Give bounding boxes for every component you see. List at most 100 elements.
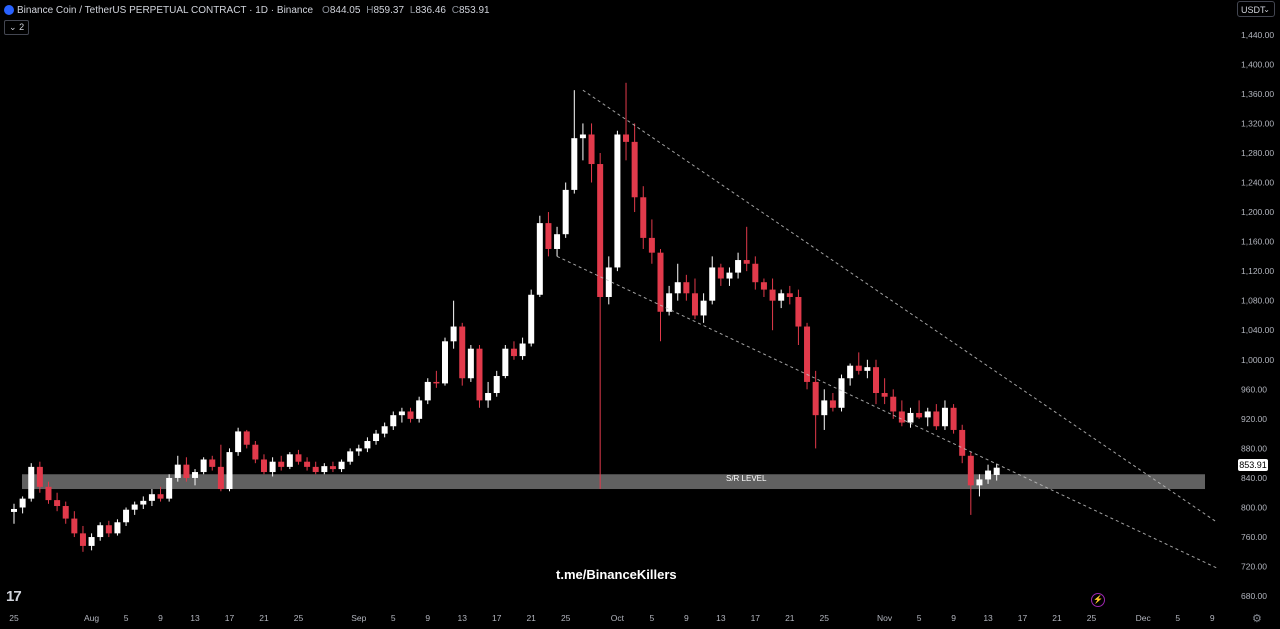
- time-tick-label: 5: [917, 613, 922, 623]
- candle-body: [614, 134, 621, 268]
- sr-level-label: S/R LEVEL: [726, 474, 767, 483]
- time-tick-label: 21: [526, 613, 536, 623]
- candle-body: [416, 400, 423, 419]
- time-tick-label: 9: [951, 613, 956, 623]
- last-price-tag: 853.91: [1238, 459, 1268, 471]
- candle-body: [873, 367, 879, 394]
- candle-body: [838, 378, 845, 408]
- candle-body: [502, 348, 509, 377]
- time-tick-label: 25: [294, 613, 304, 623]
- price-tick-label: 800.00: [1241, 503, 1267, 513]
- candle-body: [571, 138, 578, 190]
- time-tick-label: 13: [190, 613, 200, 623]
- candle-body: [243, 431, 250, 445]
- currency-select[interactable]: USDT ⌄: [1237, 1, 1275, 17]
- binance-coin-icon: [4, 5, 14, 15]
- time-tick-label: 13: [716, 613, 726, 623]
- price-tick-label: 1,240.00: [1241, 178, 1274, 188]
- candle-body: [855, 365, 862, 371]
- time-tick-label: 17: [1018, 613, 1028, 623]
- candle-body: [312, 466, 319, 473]
- candle-body: [562, 189, 569, 235]
- candle-body: [467, 348, 474, 379]
- price-axis: 680.00 720.00 760.00 800.00 840.00 880.00 920.…: [1241, 30, 1274, 601]
- candle-body: [278, 461, 285, 467]
- price-tick-label: 680.00: [1241, 591, 1267, 601]
- candle-body: [916, 412, 923, 418]
- candle-body: [898, 411, 905, 423]
- indicator-toggle-button[interactable]: ⌄ 2: [4, 20, 30, 35]
- candle-body: [45, 486, 52, 501]
- candle-body: [459, 326, 466, 379]
- symbol-title[interactable]: Binance Coin / TetherUS PERPETUAL CONTRA…: [17, 4, 314, 16]
- time-tick-label: 5: [391, 613, 396, 623]
- time-tick-label: 17: [751, 613, 761, 623]
- candle-body: [778, 293, 785, 301]
- candle-body: [338, 461, 345, 470]
- time-tick-label: 25: [9, 613, 19, 623]
- time-tick-label: 13: [983, 613, 993, 623]
- time-tick-label: Sep: [351, 613, 366, 623]
- candle-body: [235, 431, 242, 453]
- candle-body: [666, 293, 673, 312]
- time-tick-label: Oct: [611, 613, 625, 623]
- candle-body: [166, 477, 173, 499]
- candles: [11, 82, 1000, 552]
- price-tick-label: 1,440.00: [1241, 30, 1274, 40]
- candle-body: [683, 282, 690, 294]
- candle-body: [260, 459, 267, 473]
- candle-body: [148, 494, 155, 501]
- candle-body: [157, 494, 164, 499]
- candle-body: [554, 234, 561, 249]
- candle-body: [200, 459, 207, 473]
- candle-body: [54, 500, 61, 507]
- indicator-count: 2: [19, 22, 25, 32]
- candle-body: [717, 267, 724, 279]
- candle-body: [28, 466, 35, 499]
- time-tick-label: 25: [1087, 613, 1097, 623]
- candle-body: [209, 459, 216, 467]
- candle-body: [605, 267, 612, 297]
- candle-body: [579, 134, 586, 139]
- candle-body: [536, 223, 543, 295]
- lightning-icon[interactable]: ⚡: [1091, 593, 1105, 607]
- candle-body: [691, 293, 698, 316]
- time-tick-label: 5: [650, 613, 655, 623]
- candle-body: [131, 504, 138, 510]
- low-label: L: [409, 4, 416, 16]
- candle-body: [545, 223, 552, 249]
- candle-body: [493, 376, 500, 394]
- time-tick-label: 25: [820, 613, 830, 623]
- time-tick-label: 9: [425, 613, 430, 623]
- candle-body: [812, 381, 819, 416]
- time-tick-label: Aug: [84, 613, 99, 623]
- candle-body: [485, 393, 492, 401]
- price-tick-label: 1,000.00: [1241, 355, 1274, 365]
- candle-body: [355, 448, 362, 452]
- candle-body: [217, 466, 224, 490]
- price-tick-label: 760.00: [1241, 532, 1267, 542]
- time-tick-label: 21: [1052, 613, 1062, 623]
- price-tick-label: 1,360.00: [1241, 89, 1274, 99]
- candle-body: [726, 272, 733, 279]
- tradingview-logo[interactable]: 17: [6, 588, 22, 605]
- candle-body: [36, 466, 43, 487]
- candle-body: [19, 498, 26, 508]
- candle-body: [286, 454, 293, 467]
- candle-body: [347, 451, 354, 462]
- candle-body: [769, 289, 776, 301]
- time-tick-label: 17: [492, 613, 502, 623]
- candle-body: [71, 518, 78, 534]
- time-axis: 25 Aug 5 9 13 17 21 25 Sep 5 9 13 17 21 25 Oct 5 9 13 17 21 2…: [9, 613, 1215, 623]
- price-tick-label: 1,280.00: [1241, 148, 1274, 158]
- low-value: 836.46: [415, 4, 446, 16]
- time-tick-label: Dec: [1136, 613, 1152, 623]
- gear-icon[interactable]: ⚙: [1252, 613, 1262, 625]
- chevron-down-icon: ⌄: [9, 22, 17, 32]
- time-tick-label: 5: [1175, 613, 1180, 623]
- price-tick-label: 960.00: [1241, 384, 1267, 394]
- candle-body: [976, 479, 983, 486]
- price-tick-label: 720.00: [1241, 562, 1267, 572]
- candle-body: [985, 470, 992, 480]
